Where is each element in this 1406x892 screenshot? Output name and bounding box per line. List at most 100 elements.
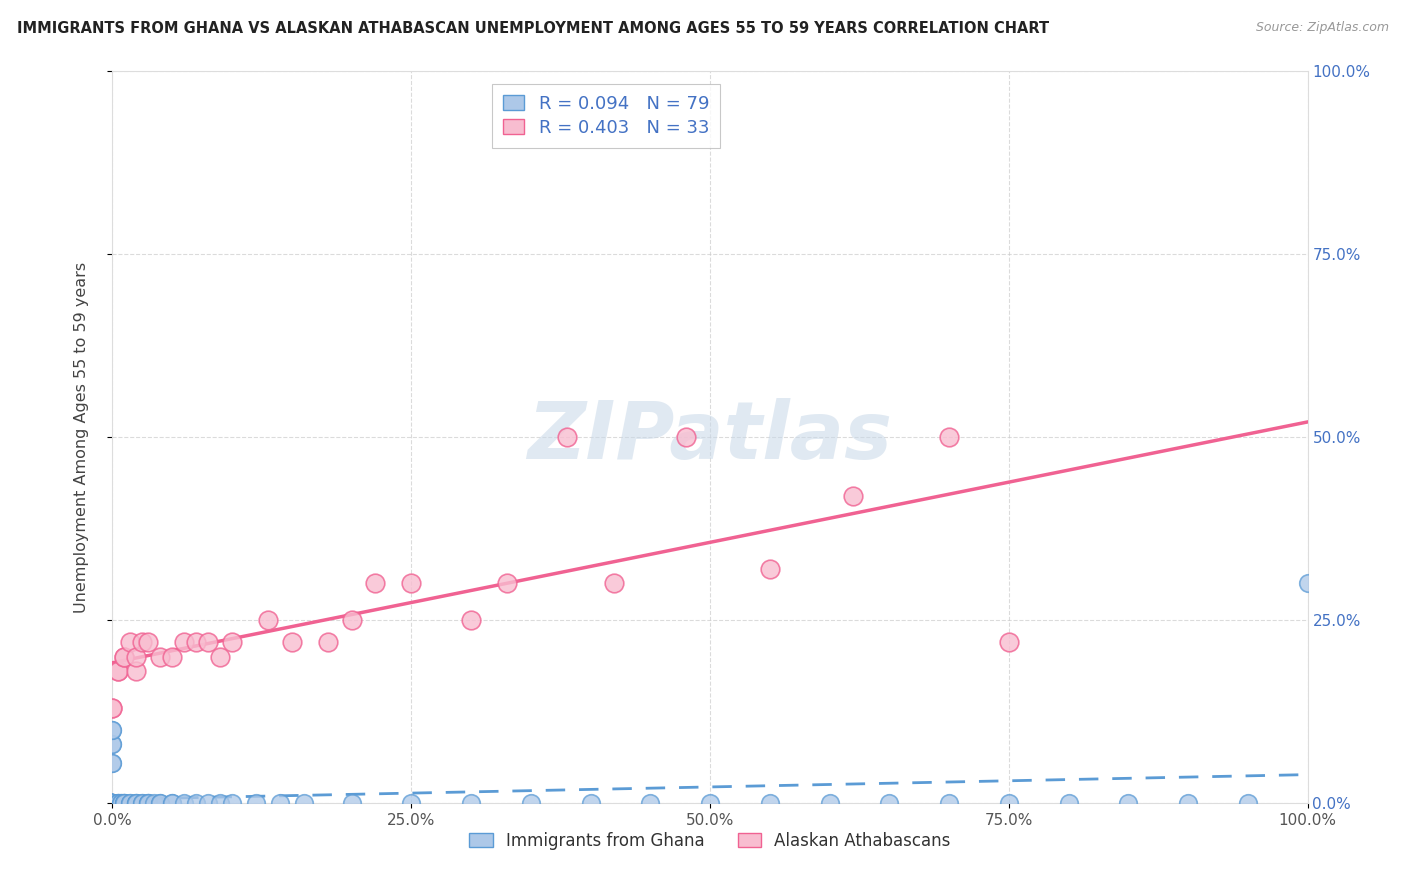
Point (316, 635, 339, 649)
Point (110, 796, 132, 810)
Point (340, 796, 363, 810)
Point (675, 430, 697, 444)
Point (759, 796, 782, 810)
Point (496, 576, 519, 591)
Point (162, 796, 183, 810)
Point (101, 796, 124, 810)
Point (520, 796, 543, 810)
Point (221, 796, 243, 810)
Point (107, 664, 129, 678)
Point (149, 649, 172, 664)
Text: Source: ZipAtlas.com: Source: ZipAtlas.com (1256, 21, 1389, 34)
Point (197, 796, 219, 810)
Point (101, 796, 124, 810)
Point (101, 796, 124, 810)
Point (114, 796, 135, 810)
Point (138, 796, 160, 810)
Point (101, 756, 124, 770)
Point (101, 723, 124, 737)
Point (101, 796, 124, 810)
Point (209, 649, 232, 664)
Point (114, 796, 135, 810)
Point (1177, 796, 1199, 810)
Point (603, 576, 626, 591)
Point (101, 723, 124, 737)
Point (579, 796, 602, 810)
Point (101, 796, 124, 810)
Point (209, 796, 232, 810)
Point (138, 635, 160, 649)
Point (173, 635, 195, 649)
Point (699, 796, 721, 810)
Legend: Immigrants from Ghana, Alaskan Athabascans: Immigrants from Ghana, Alaskan Athabasca… (463, 825, 957, 856)
Point (107, 796, 129, 810)
Point (101, 796, 124, 810)
Point (131, 796, 153, 810)
Point (1296, 576, 1319, 591)
Point (269, 796, 291, 810)
Point (292, 796, 315, 810)
Point (186, 796, 208, 810)
Point (120, 796, 142, 810)
Point (107, 664, 129, 678)
Point (101, 796, 124, 810)
Point (120, 796, 142, 810)
Point (120, 635, 142, 649)
Point (125, 796, 148, 810)
Point (101, 796, 124, 810)
Point (101, 796, 124, 810)
Point (107, 796, 129, 810)
Point (101, 796, 124, 810)
Y-axis label: Unemployment Among Ages 55 to 59 years: Unemployment Among Ages 55 to 59 years (75, 261, 89, 613)
Point (101, 796, 124, 810)
Point (938, 430, 960, 444)
Point (401, 576, 423, 591)
Point (101, 796, 124, 810)
Point (101, 796, 124, 810)
Point (101, 796, 124, 810)
Point (131, 635, 153, 649)
Point (340, 613, 363, 627)
Point (186, 635, 208, 649)
Point (101, 796, 124, 810)
Point (998, 635, 1021, 649)
Point (114, 796, 135, 810)
Point (110, 796, 132, 810)
Point (460, 613, 482, 627)
Point (162, 796, 183, 810)
Point (101, 796, 124, 810)
Point (1057, 796, 1080, 810)
Point (114, 649, 135, 664)
Point (101, 737, 124, 751)
Point (101, 796, 124, 810)
Point (101, 796, 124, 810)
Point (101, 756, 124, 770)
Point (114, 796, 135, 810)
Point (281, 635, 304, 649)
Point (114, 649, 135, 664)
Point (640, 796, 662, 810)
Point (131, 796, 153, 810)
Point (221, 635, 243, 649)
Point (125, 796, 148, 810)
Point (125, 796, 148, 810)
Point (842, 489, 865, 503)
Point (101, 796, 124, 810)
Point (125, 649, 148, 664)
Point (938, 796, 960, 810)
Point (998, 796, 1021, 810)
Point (138, 796, 160, 810)
Point (818, 796, 841, 810)
Point (101, 796, 124, 810)
Point (107, 796, 129, 810)
Point (1237, 796, 1260, 810)
Point (138, 796, 160, 810)
Point (149, 796, 172, 810)
Point (101, 700, 124, 714)
Point (364, 576, 387, 591)
Text: IMMIGRANTS FROM GHANA VS ALASKAN ATHABASCAN UNEMPLOYMENT AMONG AGES 55 TO 59 YEA: IMMIGRANTS FROM GHANA VS ALASKAN ATHABAS… (17, 21, 1049, 36)
Point (101, 700, 124, 714)
Point (879, 796, 901, 810)
Point (101, 796, 124, 810)
Point (149, 796, 172, 810)
